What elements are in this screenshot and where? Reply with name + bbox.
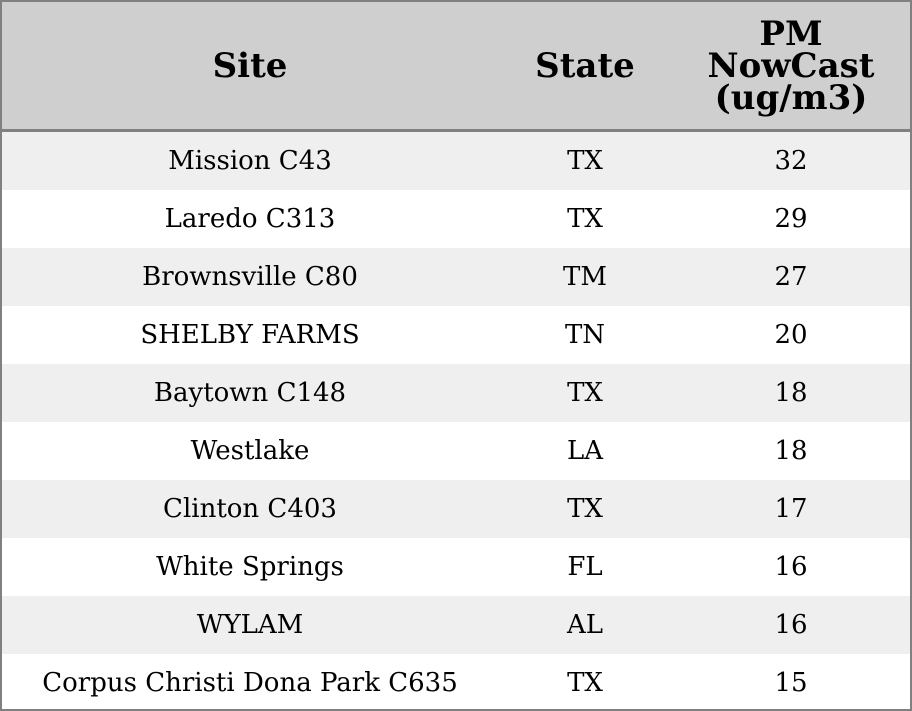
table-row: Corpus Christi Dona Park C635 TX 15 bbox=[2, 654, 910, 709]
cell-pm-nowcast: 18 bbox=[774, 436, 808, 466]
column-header-pm-line: NowCast bbox=[707, 45, 875, 86]
column-header-pm-line: PM bbox=[759, 13, 823, 54]
table-row: Clinton C403 TX 17 bbox=[2, 480, 910, 538]
cell-pm-nowcast: 16 bbox=[774, 610, 808, 640]
column-header-state: State bbox=[498, 2, 672, 129]
cell-state: TX bbox=[567, 668, 603, 698]
table-row: Baytown C148 TX 18 bbox=[2, 364, 910, 422]
cell-site: SHELBY FARMS bbox=[140, 320, 360, 350]
cell-site: Brownsville C80 bbox=[142, 262, 358, 292]
table-row: White Springs FL 16 bbox=[2, 538, 910, 596]
cell-site: Mission C43 bbox=[168, 146, 332, 176]
cell-site: Corpus Christi Dona Park C635 bbox=[42, 668, 458, 698]
table-row: Westlake LA 18 bbox=[2, 422, 910, 480]
cell-site: Westlake bbox=[190, 436, 310, 466]
cell-pm-nowcast: 18 bbox=[774, 378, 808, 408]
table-row: SHELBY FARMS TN 20 bbox=[2, 306, 910, 364]
column-header-pm-nowcast-label: PM NowCast (ug/m3) bbox=[707, 13, 875, 118]
column-header-state-label: State bbox=[535, 45, 635, 86]
cell-state: TX bbox=[567, 494, 603, 524]
column-header-pm-nowcast: PM NowCast (ug/m3) bbox=[672, 2, 910, 129]
cell-pm-nowcast: 29 bbox=[774, 204, 808, 234]
cell-site: WYLAM bbox=[196, 610, 304, 640]
table-header-row: Site State PM NowCast (ug/m3) bbox=[2, 2, 910, 132]
column-header-pm-line: (ug/m3) bbox=[714, 77, 868, 118]
table-row: Mission C43 TX 32 bbox=[2, 132, 910, 190]
cell-state: FL bbox=[567, 552, 603, 582]
cell-pm-nowcast: 20 bbox=[774, 320, 808, 350]
table-row: WYLAM AL 16 bbox=[2, 596, 910, 654]
cell-pm-nowcast: 17 bbox=[774, 494, 808, 524]
cell-site: Baytown C148 bbox=[153, 378, 347, 408]
cell-site: Laredo C313 bbox=[164, 204, 336, 234]
table-row: Laredo C313 TX 29 bbox=[2, 190, 910, 248]
column-header-site: Site bbox=[2, 2, 498, 129]
cell-state: AL bbox=[566, 610, 604, 640]
table-body: Mission C43 TX 32 Laredo C313 TX 29 Brownsvill… bbox=[2, 132, 910, 709]
cell-pm-nowcast: 15 bbox=[774, 668, 808, 698]
cell-state: TX bbox=[567, 204, 603, 234]
cell-state: LA bbox=[566, 436, 604, 466]
cell-pm-nowcast: 27 bbox=[774, 262, 808, 292]
cell-pm-nowcast: 32 bbox=[774, 146, 808, 176]
cell-site: White Springs bbox=[156, 552, 344, 582]
cell-state: TX bbox=[567, 146, 603, 176]
table-row: Brownsville C80 TM 27 bbox=[2, 248, 910, 306]
cell-state: TM bbox=[563, 262, 607, 292]
cell-state: TN bbox=[564, 320, 606, 350]
column-header-site-label: Site bbox=[212, 45, 288, 86]
cell-site: Clinton C403 bbox=[163, 494, 337, 524]
cell-pm-nowcast: 16 bbox=[774, 552, 808, 582]
cell-state: TX bbox=[567, 378, 603, 408]
